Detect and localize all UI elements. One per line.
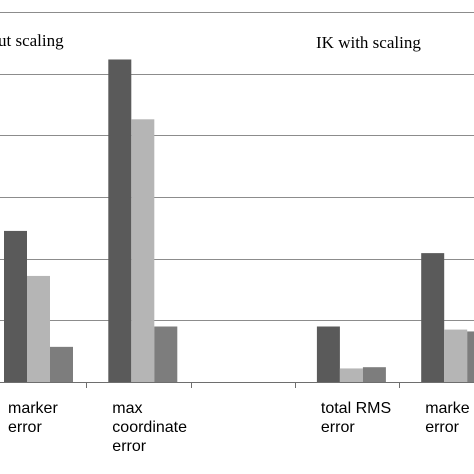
axes: [0, 382, 474, 388]
bar: [50, 346, 73, 382]
bar: [444, 329, 468, 382]
category-label: marke error: [425, 400, 470, 436]
gridlines: [0, 12, 474, 321]
category-labels: marker error max coordinate error total RMS er…: [8, 400, 470, 455]
bar: [316, 326, 340, 382]
category-label: marker error: [8, 400, 58, 436]
panel-title-right: IK with scaling: [316, 33, 421, 52]
bar: [4, 230, 27, 382]
bar: [27, 275, 50, 382]
bar: [131, 119, 155, 383]
category-label: total RMS error: [321, 400, 391, 436]
bar: [362, 367, 386, 382]
bar: [421, 253, 445, 382]
bars: [4, 59, 474, 383]
bar: [467, 331, 474, 382]
bar: [108, 59, 132, 382]
bar: [339, 368, 363, 382]
category-label: max coordinate error: [112, 400, 187, 455]
bar: [154, 326, 178, 382]
panel-title-left: ut scaling: [0, 31, 64, 50]
